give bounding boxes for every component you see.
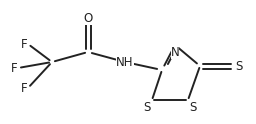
Text: NH: NH bbox=[116, 56, 134, 68]
Text: O: O bbox=[83, 12, 93, 25]
Text: S: S bbox=[144, 101, 151, 114]
Text: S: S bbox=[235, 60, 242, 73]
Text: S: S bbox=[189, 101, 196, 114]
Text: F: F bbox=[10, 62, 17, 75]
Text: F: F bbox=[20, 37, 27, 50]
Text: N: N bbox=[171, 46, 179, 59]
Text: F: F bbox=[20, 81, 27, 94]
